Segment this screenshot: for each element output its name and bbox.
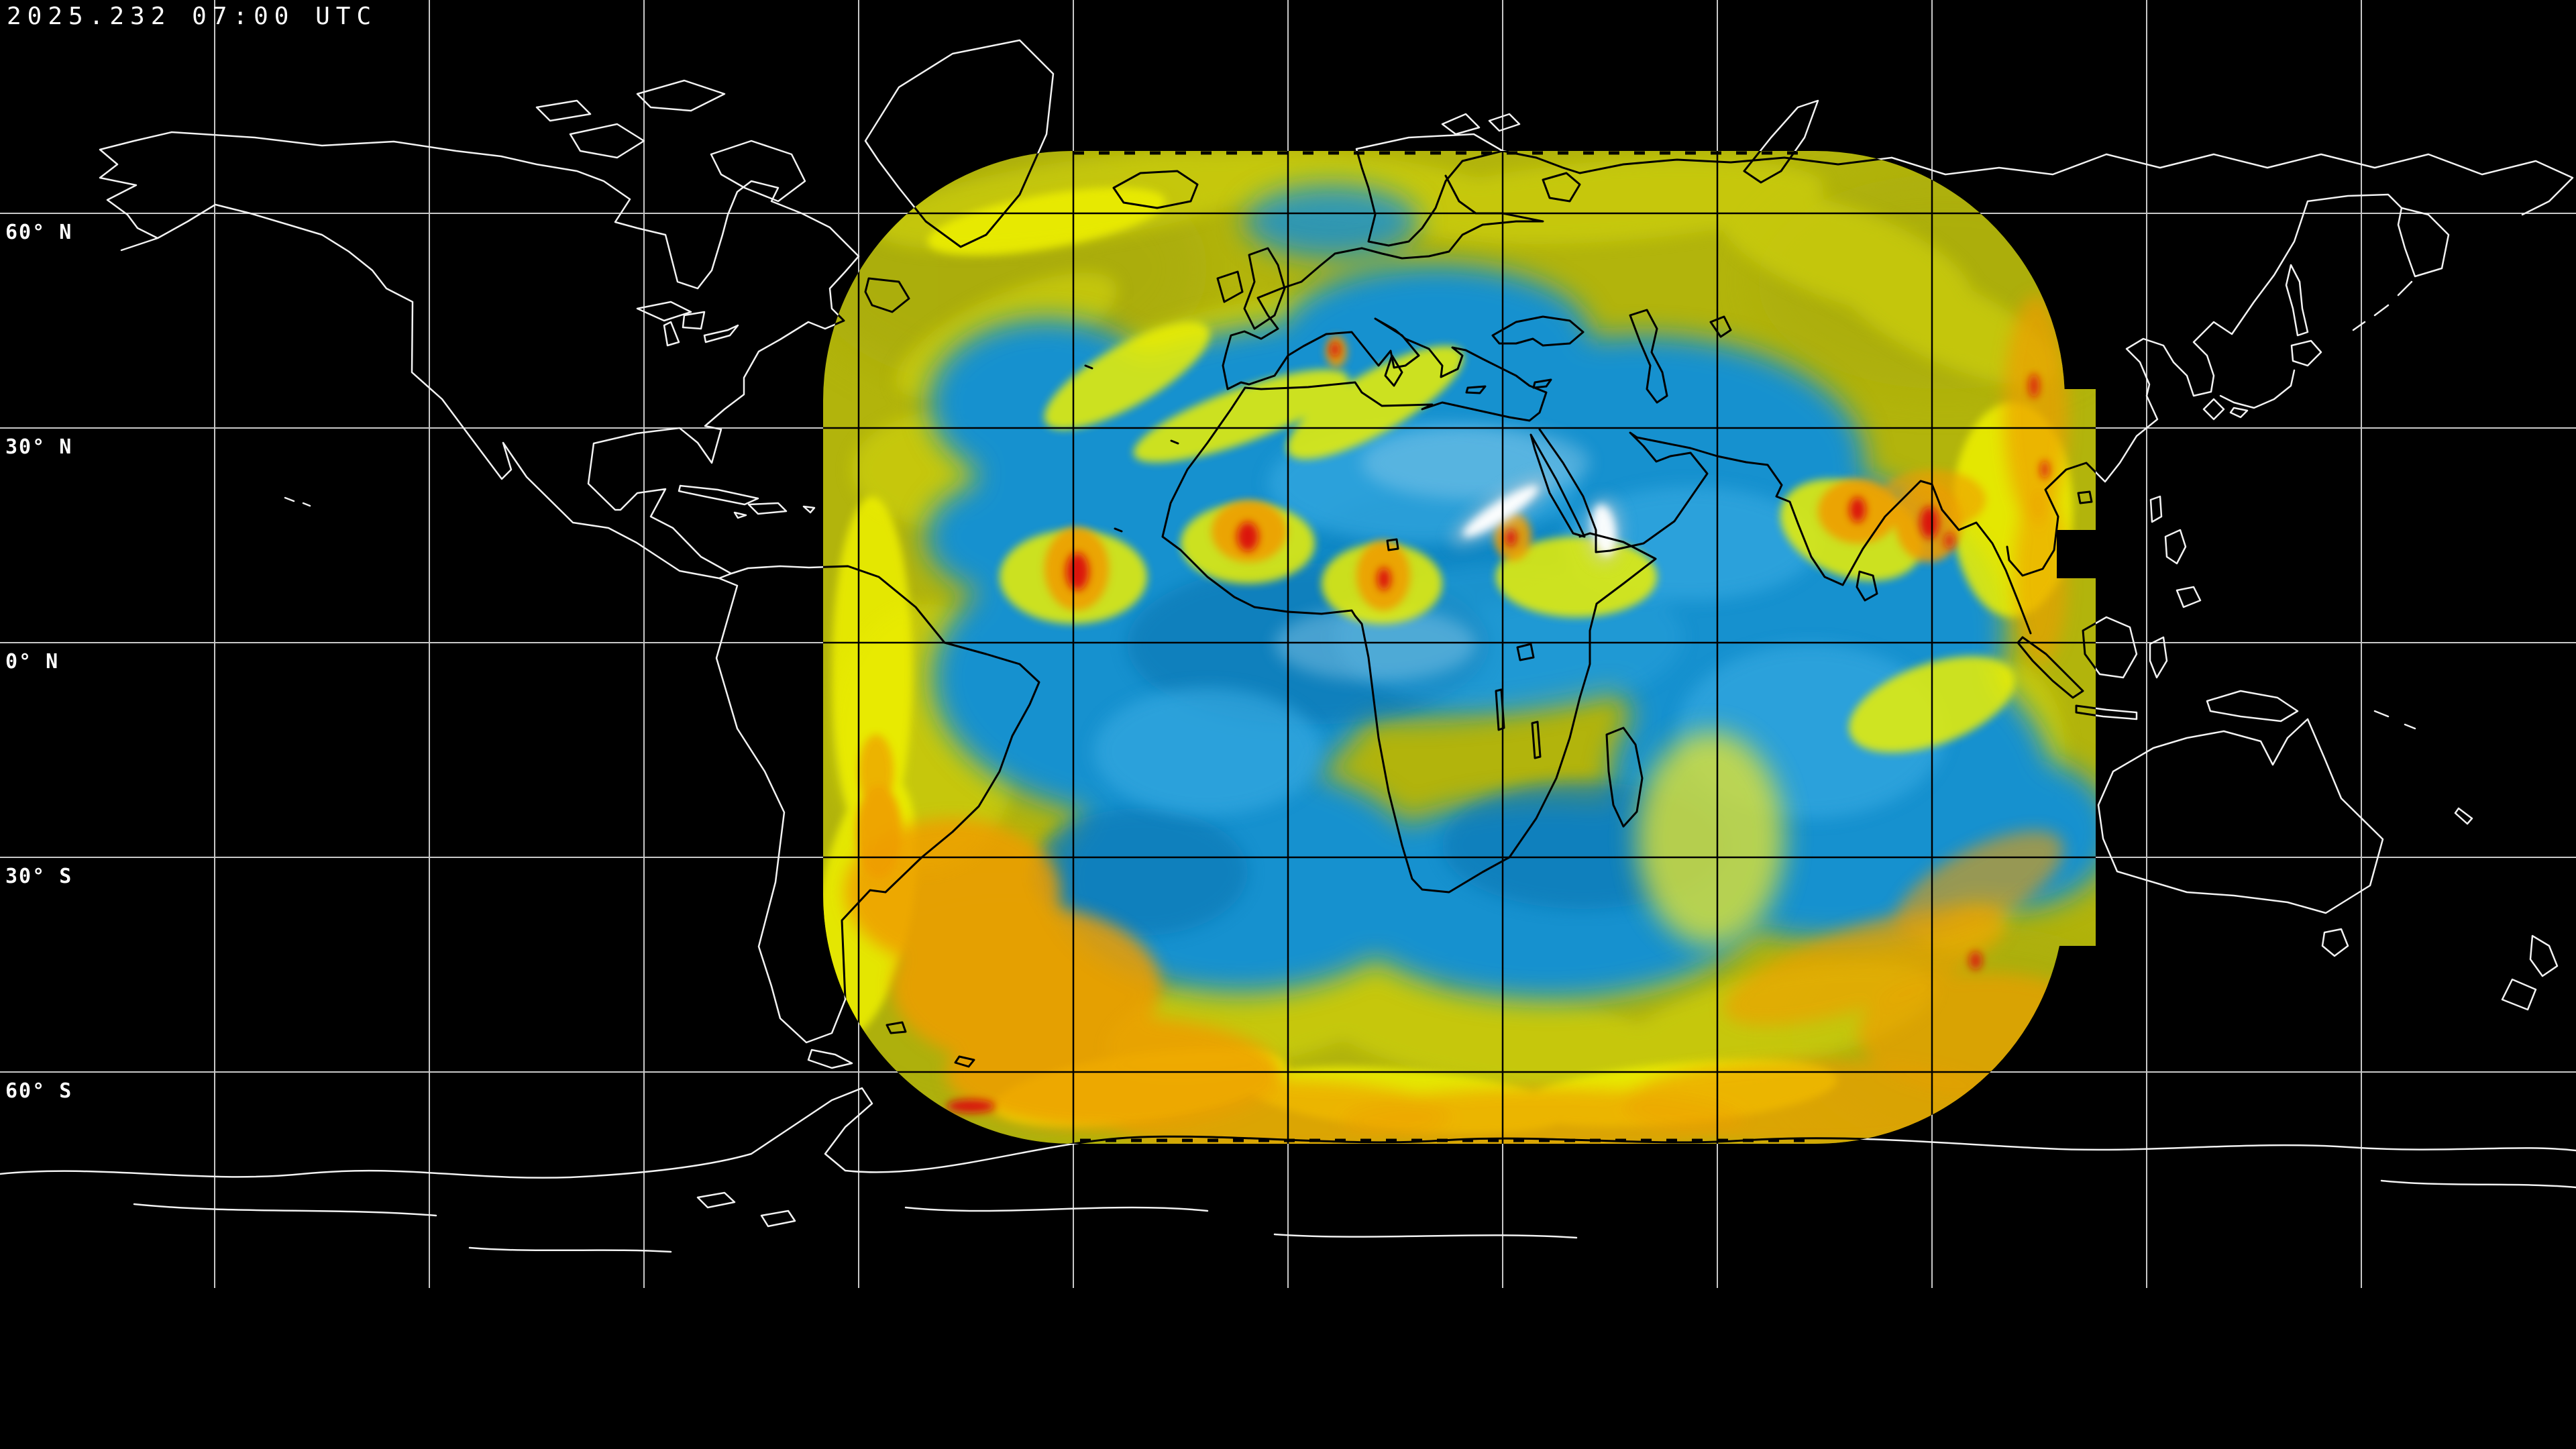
lat-label: 60° N [5, 221, 72, 244]
lat-label: 30° N [5, 435, 72, 459]
lat-label: 30° S [5, 865, 72, 888]
lat-label: 60° S [5, 1079, 72, 1103]
graticule-black [823, 151, 2096, 1144]
timestamp: 2025.232 07:00 UTC [7, 3, 378, 30]
latitude-labels: 60° N 30° N 0° N 30° S 60° S [5, 221, 72, 1103]
lat-label: 0° N [5, 650, 59, 674]
satellite-image [823, 151, 2096, 1144]
legend: 1801902002102202302402502602702802903003… [0, 1288, 2576, 1449]
